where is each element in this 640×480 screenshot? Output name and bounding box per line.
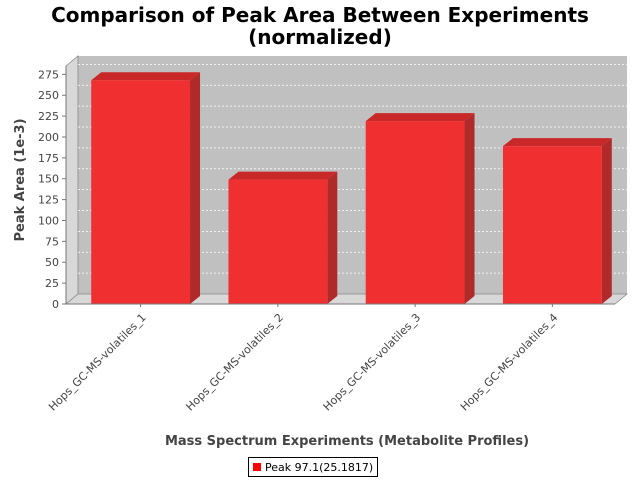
chart-subtitle: (normalized)	[248, 25, 392, 49]
y-tick-label: 50	[45, 256, 59, 269]
legend-label: Peak 97.1(25.1817)	[265, 460, 374, 474]
bar-top	[91, 72, 201, 81]
plot-left-wall	[65, 55, 79, 305]
y-tick-label: 250	[38, 89, 59, 102]
bar-top	[502, 138, 612, 147]
bar	[365, 113, 475, 305]
bar	[91, 72, 201, 304]
y-tick-label: 25	[45, 277, 59, 290]
legend: Peak 97.1(25.1817)	[248, 457, 379, 477]
y-tick-label: 200	[38, 131, 59, 144]
bar	[502, 138, 612, 304]
bar	[228, 171, 338, 304]
plot-background	[66, 56, 627, 304]
y-tick-label: 100	[38, 214, 59, 227]
x-tick-label: Hops_GC-MS-volatiles_4	[458, 311, 561, 414]
bar-front	[502, 146, 602, 304]
bar-side	[190, 72, 201, 304]
y-tick-label: 75	[45, 235, 59, 248]
y-tick-label: 175	[38, 152, 59, 165]
x-tick-label: Hops_GC-MS-volatiles_2	[183, 311, 286, 414]
legend-swatch	[253, 463, 261, 471]
y-axis-label: Peak Area (1e-3)	[13, 118, 28, 241]
y-tick-label: 150	[38, 173, 59, 186]
x-tick-label: Hops_GC-MS-volatiles_3	[321, 311, 424, 414]
x-axis-label: Mass Spectrum Experiments (Metabolite Pr…	[165, 434, 529, 449]
bar-top	[365, 113, 475, 122]
y-tick-label: 225	[38, 110, 59, 123]
y-tick-label: 275	[38, 68, 59, 81]
x-tick-label: Hops_GC-MS-volatiles_1	[46, 311, 149, 414]
bar-top	[228, 171, 338, 180]
y-tick-label: 0	[52, 298, 59, 311]
bar-front	[365, 121, 465, 305]
y-tick-label: 125	[38, 194, 59, 207]
bar-front	[91, 80, 191, 304]
bar-front	[228, 179, 328, 304]
chart-title: Comparison of Peak Area Between Experime…	[51, 3, 589, 27]
bar-side	[464, 113, 475, 305]
bar-side	[601, 138, 612, 304]
bar-side	[327, 171, 338, 304]
